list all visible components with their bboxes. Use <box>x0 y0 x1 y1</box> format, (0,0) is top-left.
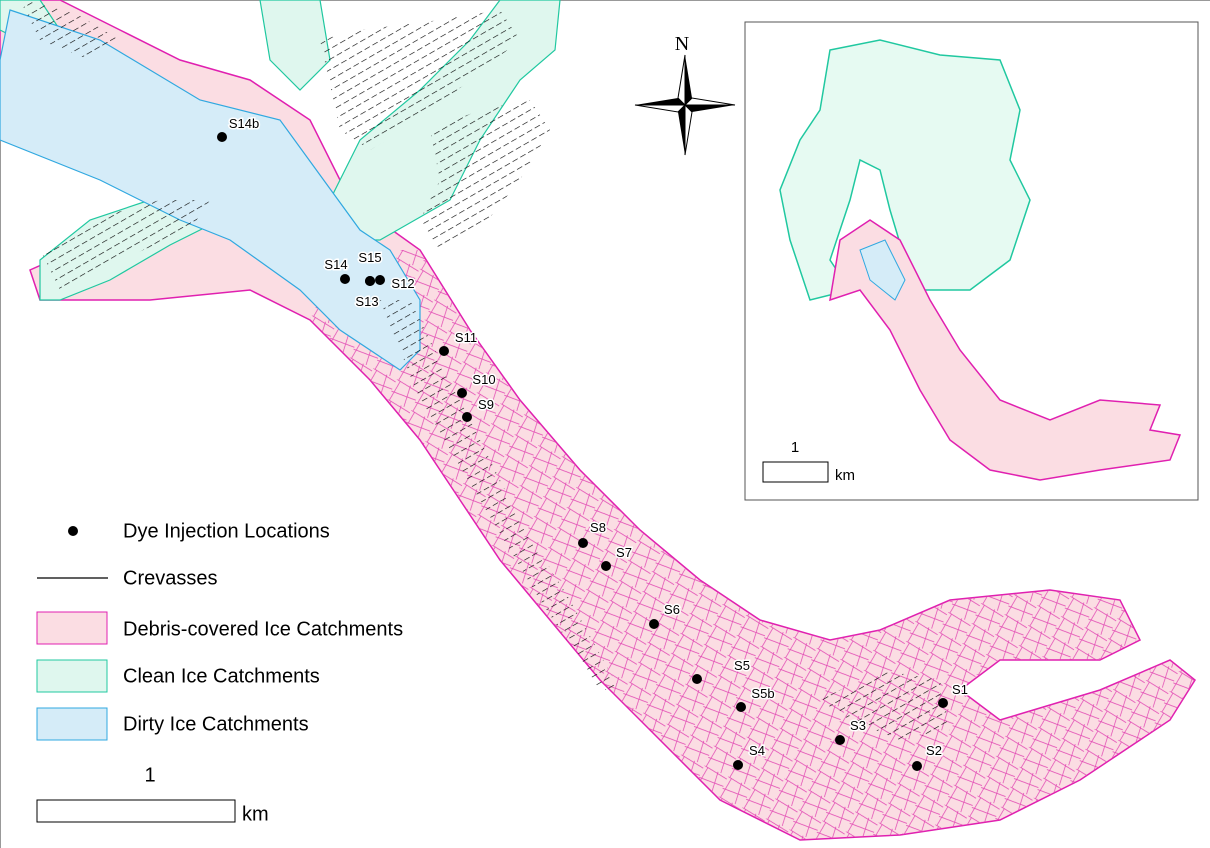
site-marker <box>736 702 746 712</box>
site-marker <box>217 132 227 142</box>
site-label: S3 <box>850 718 866 733</box>
north-arrow <box>634 54 736 156</box>
scale-unit: km <box>242 803 269 825</box>
site-marker <box>365 276 375 286</box>
legend-label: Debris-covered Ice Catchments <box>123 618 403 640</box>
site-label: S14b <box>229 116 259 131</box>
inset <box>744 21 1199 501</box>
site-label: S5 <box>734 658 750 673</box>
inset-scale-unit: km <box>835 467 855 484</box>
site-label: S2 <box>926 743 942 758</box>
site-label: S13 <box>355 294 378 309</box>
site-marker <box>340 274 350 284</box>
site-marker <box>938 698 948 708</box>
site-marker <box>601 561 611 571</box>
site-label: S1 <box>952 682 968 697</box>
site-label: S6 <box>664 602 680 617</box>
site-label: S8 <box>590 520 606 535</box>
site-marker <box>912 761 922 771</box>
scale-value: 1 <box>144 764 155 786</box>
site-marker <box>733 760 743 770</box>
inset-scale-value: 1 <box>791 439 799 456</box>
site-marker <box>835 735 845 745</box>
site-label: S5b <box>751 686 774 701</box>
dirty-ice <box>0 9 421 371</box>
north-label: N <box>675 33 689 55</box>
legend-label: Dirty Ice Catchments <box>123 713 309 735</box>
site-label: S7 <box>616 545 632 560</box>
crevasses <box>20 0 950 740</box>
legend-label: Dye Injection Locations <box>123 520 330 542</box>
site-marker <box>692 674 702 684</box>
site-label: S12 <box>391 276 414 291</box>
site-label: S10 <box>472 372 495 387</box>
legend-label: Crevasses <box>123 567 217 589</box>
site-label: S9 <box>478 397 494 412</box>
site-marker <box>649 619 659 629</box>
site-label: S4 <box>749 743 765 758</box>
legend-label: Clean Ice Catchments <box>123 665 320 687</box>
site-marker <box>457 388 467 398</box>
site-label: S15 <box>358 250 381 265</box>
site-label: S11 <box>455 330 477 345</box>
site-marker <box>375 275 385 285</box>
legend <box>36 526 236 823</box>
site-label: S14 <box>324 257 347 272</box>
site-marker <box>462 412 472 422</box>
site-marker <box>578 538 588 548</box>
site-marker <box>439 346 449 356</box>
